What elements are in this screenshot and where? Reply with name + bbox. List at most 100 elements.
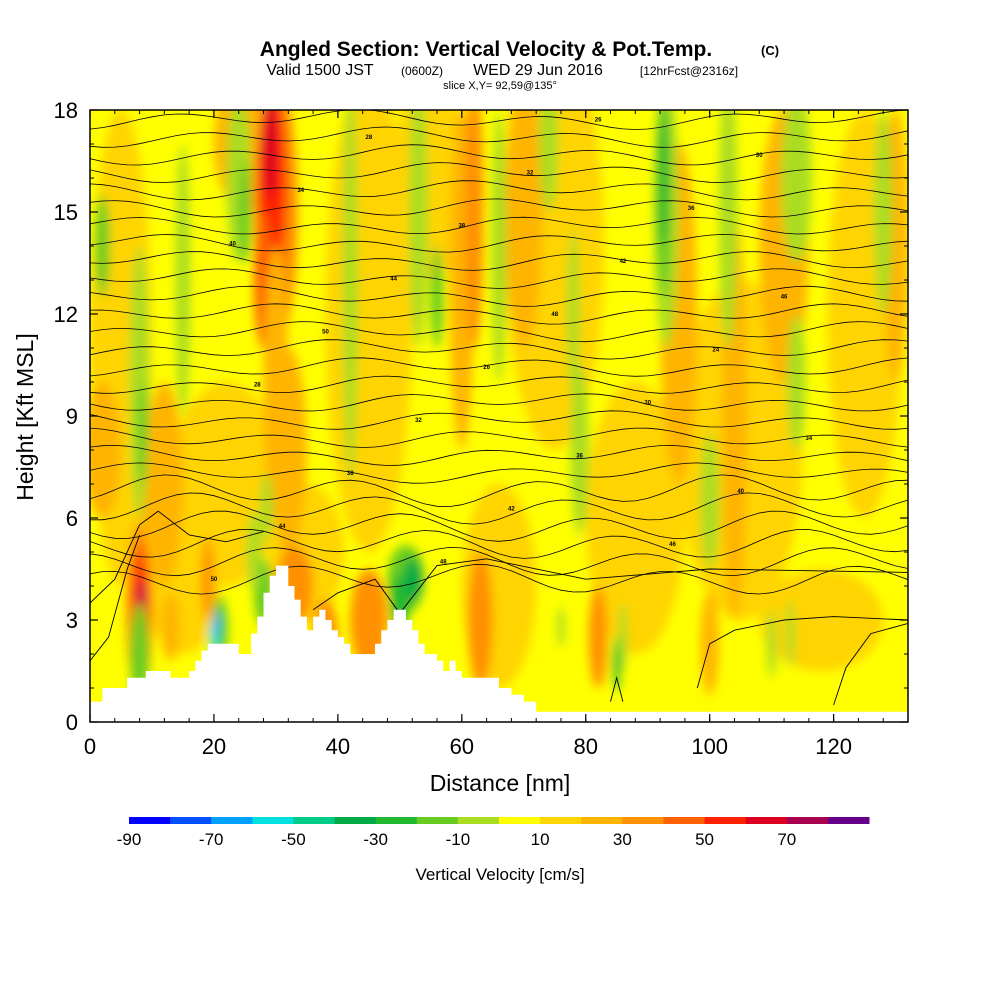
- colorbar-swatch: [170, 817, 212, 824]
- theta-contour: [90, 393, 908, 412]
- theta-contour: [90, 462, 908, 484]
- colorbar-tick-label: -70: [199, 830, 224, 849]
- colorbar-swatch: [293, 817, 336, 824]
- velocity-blob: [215, 609, 221, 638]
- valid-date: WED 29 Jun 2016: [473, 62, 603, 79]
- theta-contour: [90, 110, 908, 130]
- colorbar-tick-label: 30: [613, 830, 632, 849]
- x-axis-label: Distance [nm]: [430, 770, 571, 796]
- plot-area: 50 48 46 44 42 40 38 36 34 32 30 28 26 24 50 48 46 44 42 40…: [90, 110, 908, 722]
- slice-info: slice X,Y= 92,59@135°: [443, 80, 557, 92]
- theta-contours: 50 48 46 44 42 40 38 36 34 32 30 28 26 24 50 48 46 44 42 40…: [90, 110, 908, 706]
- theta-contour: [90, 410, 908, 430]
- velocity-blob: [145, 382, 183, 586]
- velocity-blob: [787, 314, 806, 450]
- theta-contour: [90, 427, 908, 448]
- theta-contour: [90, 268, 908, 289]
- theta-contour: [90, 492, 908, 525]
- theta-contour-low: [696, 616, 908, 689]
- velocity-blob: [618, 603, 628, 671]
- y-tick-label: 6: [66, 506, 78, 531]
- velocity-blob: [780, 110, 812, 263]
- theta-contour-label: 46: [669, 542, 676, 548]
- theta-contour-low: [833, 622, 908, 706]
- velocity-blob: [238, 161, 252, 263]
- theta-contour-label: 36: [576, 453, 583, 459]
- theta-contour-label: 50: [322, 330, 329, 336]
- theta-contour: [90, 510, 908, 542]
- x-axis: 0 20 40 60 80 100 120: [84, 110, 909, 759]
- velocity-blob: [873, 110, 893, 314]
- velocity-blob: [468, 552, 493, 688]
- theta-contour-label: 44: [390, 277, 397, 283]
- theta-contour-label: 42: [620, 259, 627, 265]
- theta-contour-label: 40: [737, 489, 744, 495]
- y-axis-label: Height [Kft MSL]: [12, 333, 38, 500]
- y-tick-label: 0: [66, 710, 78, 735]
- velocity-blob: [246, 511, 262, 593]
- velocity-blob: [766, 609, 777, 678]
- colorbar-swatch: [499, 817, 541, 824]
- colorbar-swatch: [827, 817, 870, 824]
- theta-contour-label: 50: [211, 577, 218, 583]
- velocity-blob: [94, 195, 110, 297]
- theta-contour-label: 40: [229, 241, 236, 247]
- theta-contour: [90, 444, 908, 466]
- velocity-blob: [785, 599, 795, 668]
- colorbar-swatch: [334, 817, 377, 824]
- velocity-blob: [613, 637, 621, 692]
- theta-contour: [90, 321, 908, 343]
- velocity-blob: [570, 365, 589, 535]
- velocity-blob: [567, 229, 580, 399]
- colorbar-tick-label: 10: [531, 830, 550, 849]
- colorbar: [129, 817, 870, 824]
- velocity-blob: [588, 586, 608, 688]
- theta-contour: [90, 375, 908, 394]
- colorbar-swatch: [129, 817, 171, 824]
- x-tick-label: 20: [202, 734, 226, 759]
- velocity-blob: [491, 110, 507, 382]
- theta-contour-label: 42: [508, 506, 515, 512]
- colorbar-swatch: [416, 817, 459, 824]
- velocity-blob: [658, 110, 669, 246]
- theta-contour: [90, 474, 908, 508]
- theta-contour: [90, 546, 908, 577]
- terrain: [90, 565, 908, 722]
- velocity-blob: [505, 110, 543, 348]
- velocity-blob: [260, 473, 273, 542]
- colorbar-tick-label: 50: [695, 830, 714, 849]
- theta-contour-label: 24: [713, 347, 720, 353]
- colorbar-swatch: [211, 817, 253, 824]
- valid-time: Valid 1500 JST: [266, 62, 374, 79]
- forecast-info: [12hrFcst@2316z]: [640, 64, 738, 78]
- velocity-blob: [342, 110, 358, 484]
- chart-title-unit: (C): [761, 43, 779, 58]
- colorbar-swatch: [786, 817, 829, 824]
- theta-contour: [90, 162, 908, 183]
- theta-contour-label: 48: [551, 312, 558, 318]
- theta-contour: [90, 251, 908, 271]
- velocity-blob: [137, 382, 148, 484]
- theta-contour: [90, 233, 908, 253]
- y-tick-label: 3: [66, 608, 78, 633]
- colorbar-tick-label: -90: [117, 830, 142, 849]
- velocity-blob: [464, 110, 484, 348]
- y-tick-label: 9: [66, 404, 78, 429]
- x-tick-label: 80: [574, 734, 598, 759]
- colorbar-swatch: [375, 817, 418, 824]
- theta-contour-label: 30: [644, 400, 651, 406]
- y-tick-label: 12: [54, 302, 78, 327]
- velocity-blob: [175, 144, 191, 416]
- theta-contour-low: [90, 510, 264, 604]
- x-tick-label: 60: [450, 734, 474, 759]
- theta-contour-label: 28: [254, 383, 261, 389]
- theta-contour-label: 34: [806, 436, 813, 442]
- theta-contour: [90, 285, 908, 307]
- colorbar-swatch: [745, 817, 788, 824]
- theta-contour-label: 44: [279, 524, 286, 530]
- velocity-blob: [759, 569, 884, 671]
- theta-contour: [90, 126, 908, 148]
- theta-contour-label: 48: [440, 560, 447, 566]
- colorbar-swatch: [704, 817, 747, 824]
